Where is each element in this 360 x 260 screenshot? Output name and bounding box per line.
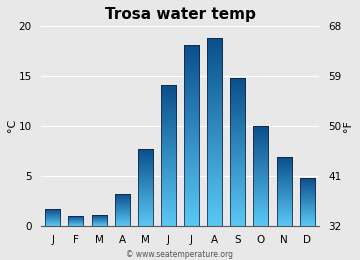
Title: Trosa water temp: Trosa water temp [104, 7, 256, 22]
Bar [276, 157, 292, 225]
Bar [45, 209, 60, 225]
Bar [207, 38, 222, 225]
Y-axis label: °C: °C [7, 119, 17, 132]
Bar [115, 194, 130, 225]
Bar [230, 78, 245, 225]
Bar [300, 178, 315, 225]
Bar [184, 45, 199, 225]
Bar [68, 216, 84, 225]
Y-axis label: °F: °F [343, 120, 353, 132]
Bar [161, 85, 176, 225]
Bar [138, 149, 153, 225]
Bar [91, 214, 107, 225]
Bar [253, 126, 269, 225]
Text: © www.seatemperature.org: © www.seatemperature.org [126, 250, 234, 259]
